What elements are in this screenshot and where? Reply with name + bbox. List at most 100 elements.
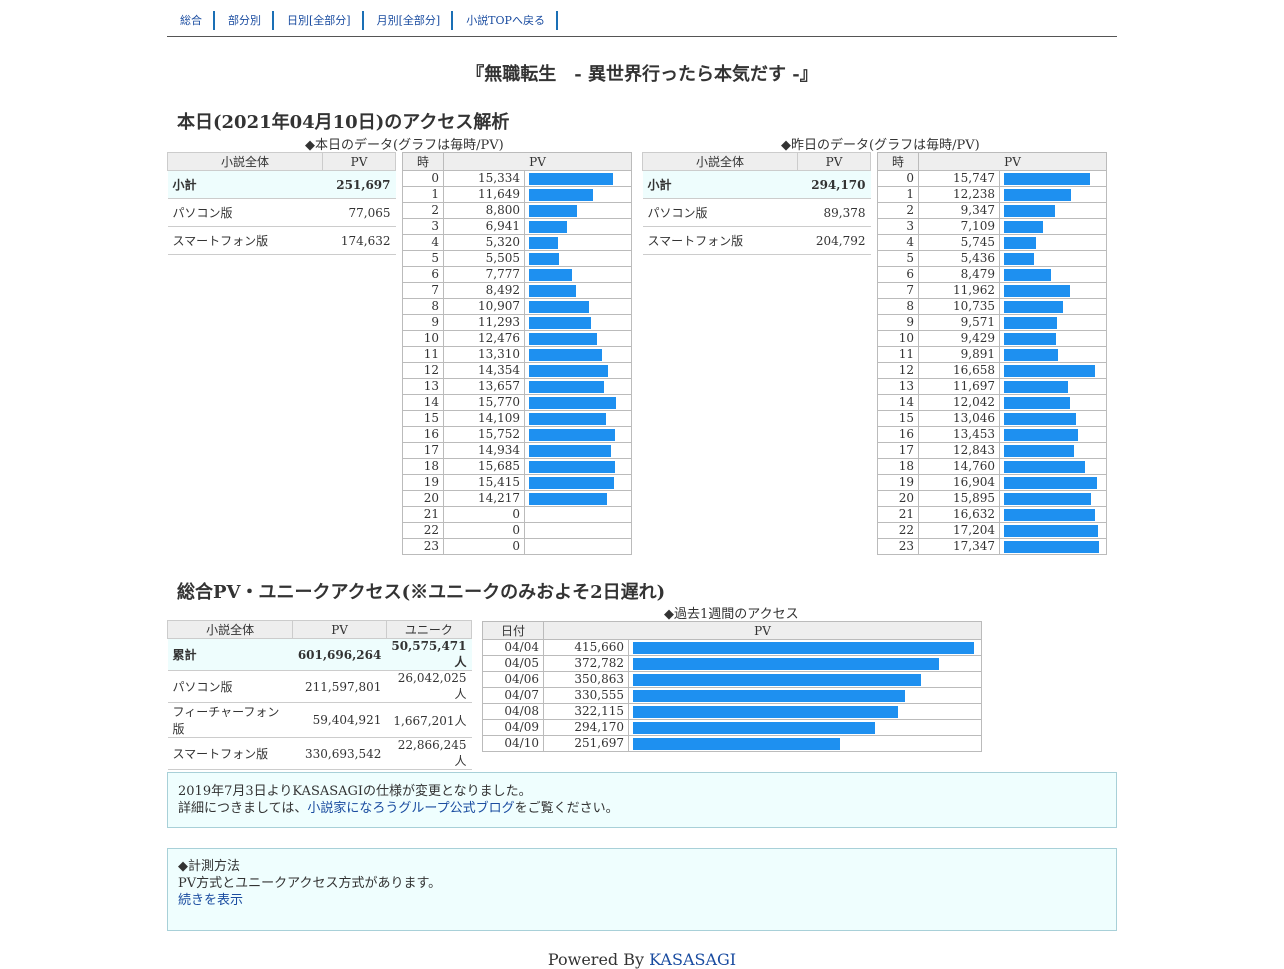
col-header-pv: PV [443,152,632,171]
pv-bar [529,172,613,185]
summary-row: 小計 294,170 [642,170,871,199]
pv-bar [1004,396,1070,409]
nav-link-0[interactable]: 総合 [167,11,215,30]
pv-bar [1004,348,1058,361]
hour-row: 14 12,042 [877,394,1107,411]
row-label: 累計 [167,638,293,671]
hour-row: 17 14,934 [402,442,632,459]
hour-pv: 15,747 [918,170,1000,187]
hour-label: 9 [402,314,444,331]
summary-row: パソコン版 77,065 [167,198,396,227]
hour-row: 17 12,843 [877,442,1107,459]
summary-row: 小計 251,697 [167,170,396,199]
hour-label: 15 [402,410,444,427]
notice-text: 詳細につきましては、 [178,801,308,816]
hour-bar-cell [999,266,1107,283]
hour-bar-cell [524,394,632,411]
hour-label: 17 [402,442,444,459]
hour-label: 3 [877,218,919,235]
hour-row: 20 14,217 [402,490,632,507]
row-value: 174,632 [322,226,396,255]
row-value: 89,378 [797,198,871,227]
row-date: 04/05 [482,655,544,672]
hour-label: 11 [402,346,444,363]
show-more-link[interactable]: 続きを表示 [178,893,244,908]
pv-bar [633,689,905,702]
hour-label: 6 [402,266,444,283]
hour-bar-cell [999,394,1107,411]
pv-bar [529,380,604,393]
col-header-unique: ユニーク [385,620,473,639]
hour-label: 0 [877,170,919,187]
nav-link-3[interactable]: 月別[全部分] [364,11,454,30]
hour-bar-cell [524,378,632,395]
nav-link-1[interactable]: 部分別 [215,11,274,30]
hour-bar-cell [524,362,632,379]
hour-pv: 11,697 [918,378,1000,395]
official-blog-link[interactable]: 小説家になろうグループ公式ブログ [307,801,515,816]
col-header-novel: 小説全体 [167,152,323,171]
pv-bar [1004,172,1090,185]
hour-pv: 10,907 [443,298,525,315]
hour-pv: 16,632 [918,506,1000,523]
hour-label: 6 [877,266,919,283]
hour-pv: 17,204 [918,522,1000,539]
row-pv: 330,693,542 [292,737,387,770]
hour-row: 1 12,238 [877,186,1107,203]
hour-pv: 14,109 [443,410,525,427]
hour-pv: 12,238 [918,186,1000,203]
pv-bar [529,316,591,329]
hour-label: 19 [402,474,444,491]
nav-link-2[interactable]: 日別[全部分] [274,11,364,30]
hour-label: 11 [877,346,919,363]
pv-bar [1004,364,1095,377]
hour-pv: 11,293 [443,314,525,331]
hour-row: 5 5,436 [877,250,1107,267]
row-label: 小計 [167,170,323,199]
hour-label: 18 [402,458,444,475]
hour-label: 10 [402,330,444,347]
hour-bar-cell [524,250,632,267]
hour-pv: 15,415 [443,474,525,491]
page-title: 『無職転生 - 異世界行ったら本気だす -』 [466,64,818,85]
hour-pv: 9,347 [918,202,1000,219]
hour-bar-cell [999,410,1107,427]
pv-bar [529,268,572,281]
pv-bar [633,641,974,654]
nav-link-4[interactable]: 小説TOPへ戻る [453,11,558,30]
footer: Powered By KASASAGI [167,950,1117,969]
hour-bar-cell [999,250,1107,267]
row-value: 251,697 [322,170,396,199]
summary-row: パソコン版 89,378 [642,198,871,227]
today-caption: ◆本日のデータ(グラフは毎時/PV) [305,138,504,153]
row-label: パソコン版 [167,198,323,227]
hour-pv: 11,962 [918,282,1000,299]
row-pv: 330,555 [543,687,629,704]
pv-bar [529,476,614,489]
hour-row: 9 9,571 [877,314,1107,331]
hour-bar-cell [999,490,1107,507]
pv-bar [1004,316,1057,329]
row-value: 294,170 [797,170,871,199]
week-bar-cell [628,655,982,672]
hour-pv: 8,492 [443,282,525,299]
row-label: 小計 [642,170,798,199]
hour-row: 21 0 [402,506,632,523]
pv-bar [529,332,597,345]
hour-row: 3 7,109 [877,218,1107,235]
hour-pv: 17,347 [918,538,1000,555]
hour-row: 21 16,632 [877,506,1107,523]
hour-label: 14 [402,394,444,411]
hour-pv: 15,752 [443,426,525,443]
pv-bar [1004,492,1091,505]
row-pv: 59,404,921 [292,702,387,738]
hour-label: 16 [877,426,919,443]
hour-row: 1 11,649 [402,186,632,203]
hour-label: 15 [877,410,919,427]
hour-bar-cell [524,442,632,459]
hour-bar-cell [524,474,632,491]
week-row: 04/04 415,660 [482,639,982,656]
pv-bar [529,444,611,457]
kasasagi-link[interactable]: KASASAGI [649,950,737,969]
hour-pv: 0 [443,538,525,555]
